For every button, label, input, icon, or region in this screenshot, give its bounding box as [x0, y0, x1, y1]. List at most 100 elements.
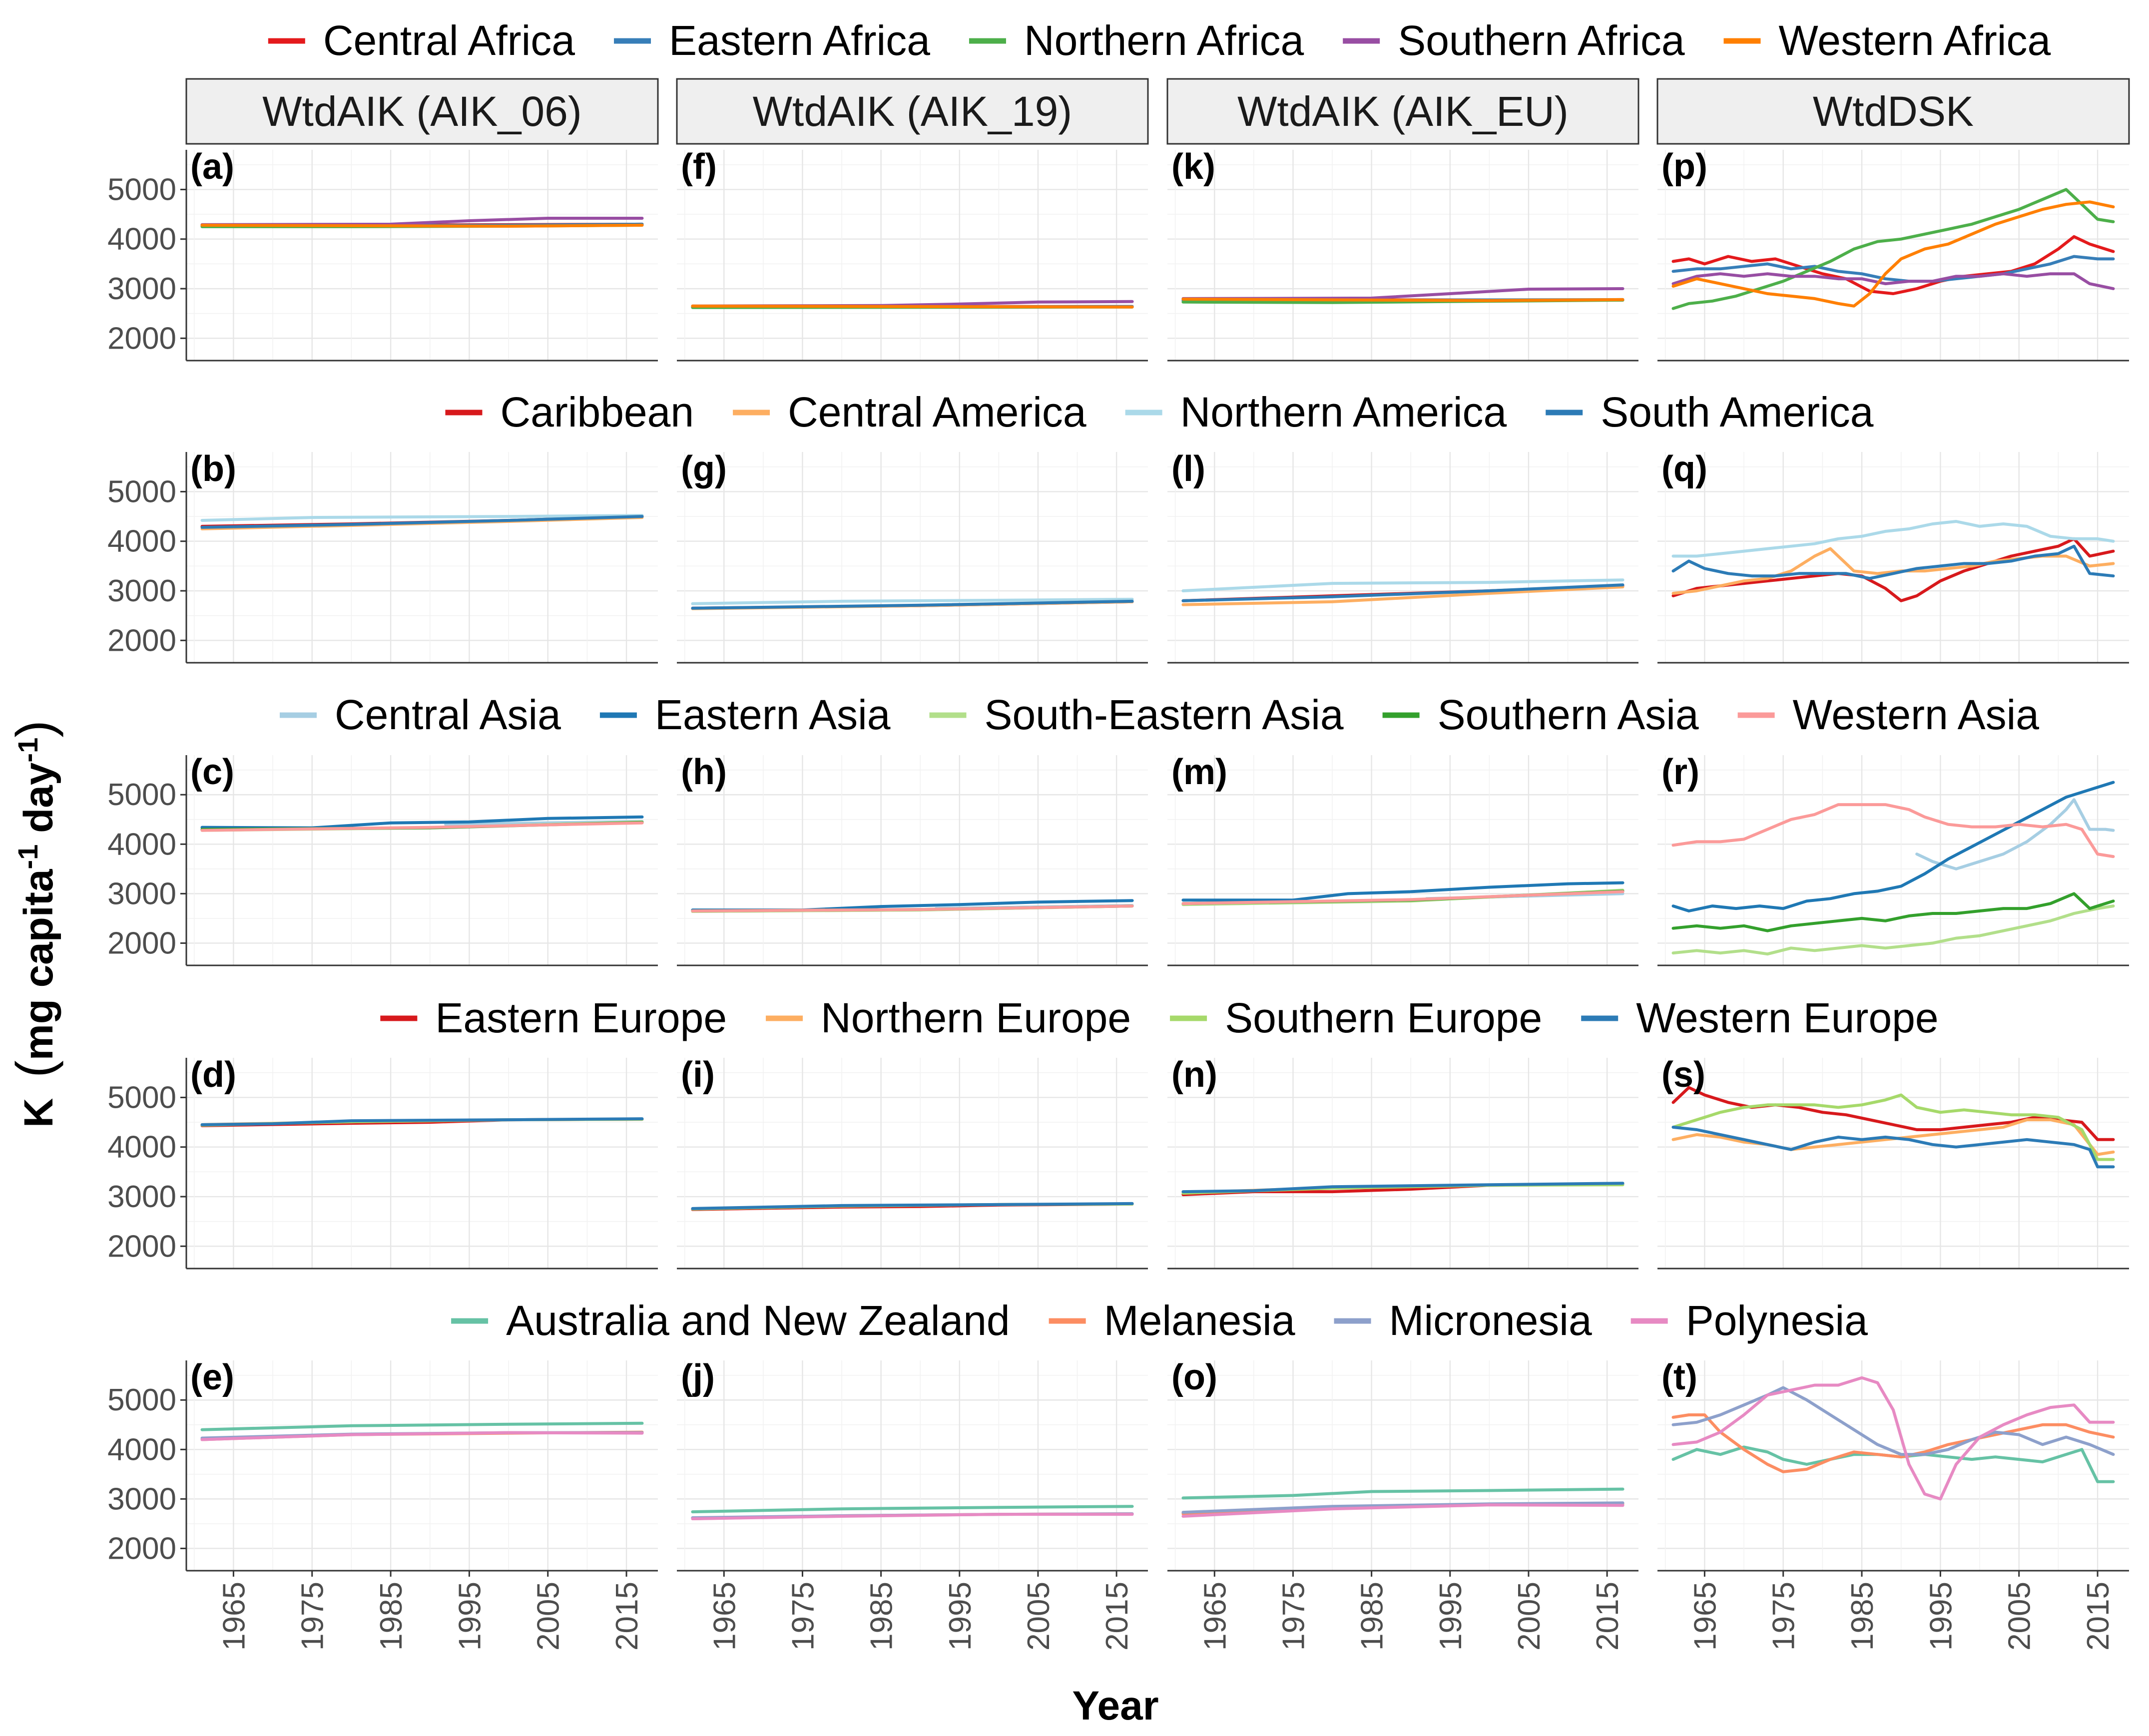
x-tick-label: 1995 [943, 1582, 978, 1651]
gridlines [1657, 1360, 2129, 1571]
series-line [1671, 904, 2115, 956]
legend-label: Northern Europe [821, 994, 1131, 1041]
y-axis-title: K (mg capita-1 day-1) [6, 720, 64, 1128]
legend-label: Southern Asia [1438, 691, 1699, 738]
chart-rows: Central Africa Eastern Africa Northern Afr… [107, 17, 2129, 1651]
series-line [200, 1117, 644, 1126]
gridlines [1167, 452, 1638, 663]
y-tick-label: 3000 [107, 876, 176, 911]
legend-label: Northern Africa [1024, 17, 1304, 64]
series-line [200, 1431, 644, 1441]
panel: 2000 3000 4000 5000 (b) [107, 449, 658, 664]
series-line [691, 597, 1134, 605]
panel: (i) [677, 1055, 1148, 1270]
row-americas: Caribbean Central America Northern America… [107, 389, 2129, 664]
panel-label: (o) [1171, 1357, 1217, 1397]
series-line [1671, 544, 2115, 580]
x-tick-label: 2005 [532, 1582, 566, 1651]
series-line [1671, 781, 2115, 912]
legend-label: Western Europe [1636, 994, 1938, 1041]
y-title-unit-b: day [16, 762, 61, 844]
y-tick-label: 4000 [107, 524, 176, 559]
legend-label: Central America [788, 389, 1086, 435]
gridlines [1657, 755, 2129, 965]
x-tick-label: 1995 [1924, 1582, 1958, 1651]
x-axis-title: Year [1072, 1683, 1158, 1729]
facet-strip [1656, 78, 2130, 145]
y-title-exp-a: -1 [12, 845, 43, 869]
panel: 1965 1975 1985 1995 2005 2015 (o) [1167, 1357, 1638, 1651]
facet-strip [676, 78, 1149, 145]
x-tick-label: 2005 [1022, 1582, 1056, 1651]
x-tick-label: 1985 [1355, 1582, 1390, 1651]
gridlines [1657, 1058, 2129, 1269]
legend-label: Caribbean [500, 389, 694, 435]
x-tick-label: 2005 [1512, 1582, 1547, 1651]
panel-label: (n) [1171, 1055, 1217, 1095]
y-tick-label: 2000 [107, 1531, 176, 1566]
x-tick-label: 1985 [865, 1582, 899, 1651]
panel-label: (h) [681, 752, 727, 792]
series-line [1671, 1413, 2115, 1473]
legend-label: South-Eastern Asia [985, 691, 1344, 738]
y-tick-label: 2000 [107, 1229, 176, 1264]
panel-label: (b) [190, 449, 236, 489]
panel: 2000 3000 4000 5000 (c) [107, 752, 658, 966]
series-line [1915, 798, 2115, 870]
series-line [1181, 585, 1624, 606]
y-tick-label: 3000 [107, 574, 176, 608]
series-line [1181, 1182, 1624, 1194]
panel-label: (m) [1171, 752, 1227, 792]
panel: (n) [1167, 1055, 1638, 1270]
gridlines [1167, 1360, 1638, 1571]
facet-strip [185, 78, 659, 145]
panel: 2000 3000 4000 5000 (d) [107, 1055, 658, 1270]
y-tick-label: 3000 [107, 1482, 176, 1516]
row-asia: Central Asia Eastern Asia South-Eastern As… [107, 691, 2129, 966]
x-tick-label: 1965 [1688, 1582, 1722, 1651]
panel: (p) [1657, 147, 2129, 362]
panel: (r) [1657, 752, 2129, 966]
gridlines [186, 1058, 658, 1269]
panel: 1965 1975 1985 1995 2005 2015 (t) [1657, 1357, 2129, 1651]
x-tick-label: 1965 [1198, 1582, 1232, 1651]
series-line [691, 1513, 1134, 1520]
series-line [200, 514, 644, 522]
gridlines [677, 1360, 1148, 1571]
gridlines [677, 1058, 1148, 1269]
panel-label: (p) [1661, 147, 1707, 187]
gridlines [677, 150, 1148, 361]
panel-label: (l) [1171, 449, 1205, 489]
series-line [1181, 881, 1624, 902]
series-line [1671, 803, 2115, 859]
gridlines [186, 452, 658, 663]
legend: Central Africa Eastern Africa Northern Afr… [268, 17, 2051, 64]
series-line [1671, 200, 2115, 308]
gridlines [677, 452, 1148, 663]
panel-label: (g) [681, 449, 727, 489]
y-tick-label: 4000 [107, 1130, 176, 1165]
series-line [1671, 1086, 2115, 1141]
y-tick-label: 5000 [107, 172, 176, 207]
panel: (g) [677, 449, 1148, 664]
y-tick-label: 3000 [107, 272, 176, 306]
gridlines [1657, 452, 2129, 663]
facet-strip-label: WtdDSK [1813, 88, 1974, 135]
series-line [1181, 583, 1624, 602]
series-line [691, 904, 1134, 912]
y-tick-label: 5000 [107, 778, 176, 812]
gridlines [186, 755, 658, 965]
y-title-main: K [16, 1098, 61, 1128]
facet-strip-label: WtdAIK (AIK_EU) [1237, 88, 1569, 135]
series-line [1671, 1093, 2115, 1161]
legend-label: Central Africa [323, 17, 575, 64]
legend: Central Asia Eastern Asia South-Eastern As… [280, 691, 2039, 738]
panel: (h) [677, 752, 1148, 966]
series-line [1671, 255, 2115, 283]
x-tick-label: 2015 [1100, 1582, 1134, 1651]
x-tick-label: 1985 [1845, 1582, 1880, 1651]
panel: 2000 3000 4000 5000 (a) [107, 147, 658, 362]
x-tick-label: 1995 [453, 1582, 487, 1651]
panel-label: (e) [190, 1357, 234, 1397]
